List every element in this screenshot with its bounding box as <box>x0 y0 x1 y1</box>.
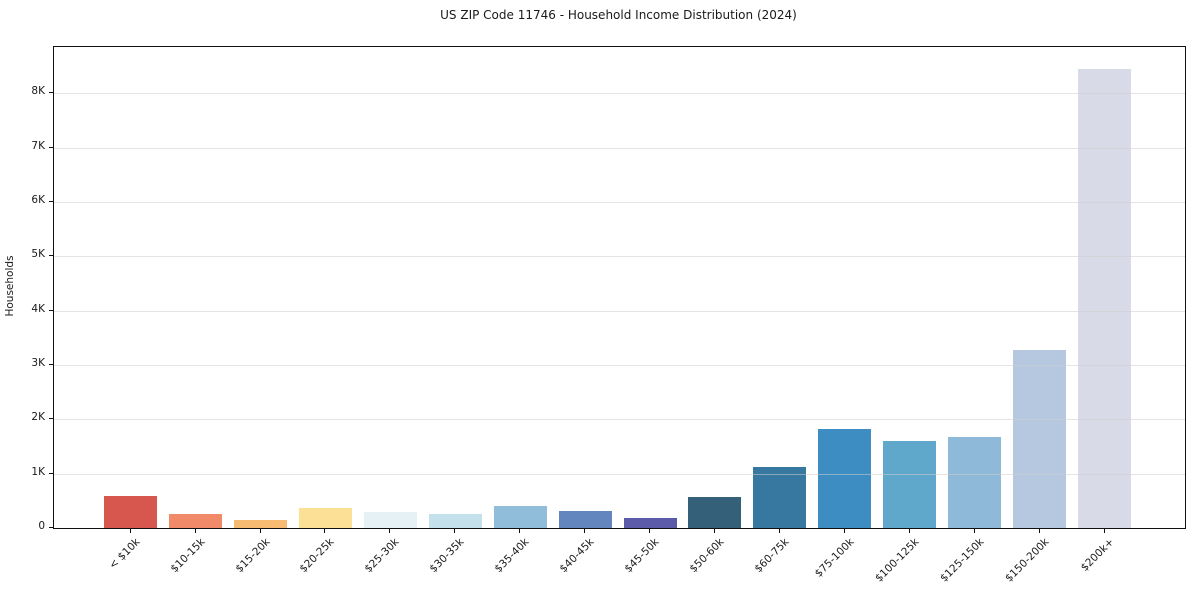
x-tick-label: $30-35k <box>427 536 467 576</box>
x-tick-label: < $10k <box>106 536 143 572</box>
x-tick-mark <box>908 528 910 533</box>
x-tick-label: $15-20k <box>232 536 272 576</box>
gridline-7K <box>54 147 1185 149</box>
x-tick-mark <box>389 528 391 533</box>
bar-$15-20k <box>233 520 287 528</box>
bar-$30-35k <box>428 514 482 528</box>
chart-title: US ZIP Code 11746 - Household Income Dis… <box>440 8 797 22</box>
y-tick-label: 7K <box>31 139 45 152</box>
x-tick-label: $40-45k <box>557 536 597 576</box>
y-tick-mark <box>49 200 53 202</box>
y-tick-mark <box>49 418 53 420</box>
x-tick-mark <box>649 528 650 533</box>
plot-area <box>53 46 1186 529</box>
x-tick-mark <box>778 528 780 533</box>
bar-$50-60k <box>688 496 742 528</box>
y-tick-mark <box>49 255 53 257</box>
bar-$35-40k <box>493 506 547 528</box>
gridline-8K <box>54 93 1185 95</box>
y-tick-label: 3K <box>31 356 45 369</box>
y-tick-mark <box>49 472 53 474</box>
y-tick-mark <box>49 527 53 528</box>
x-tick-label: $200k+ <box>1078 536 1116 574</box>
bar-$100-125k <box>883 441 937 528</box>
bar-$10-15k <box>169 513 223 528</box>
x-tick-label: $150-200k <box>1002 536 1052 585</box>
x-tick-mark <box>1103 528 1105 533</box>
bar-$60-75k <box>753 467 807 528</box>
x-tick-mark <box>324 528 326 533</box>
gridline-3K <box>54 364 1185 366</box>
x-tick-label: $125-150k <box>937 536 987 585</box>
x-tick-label: $60-75k <box>752 536 792 576</box>
bar-$200k+ <box>1078 68 1132 528</box>
x-tick-label: $25-30k <box>362 536 402 576</box>
x-tick-label: $45-50k <box>622 536 662 576</box>
bar-$40-45k <box>558 510 612 528</box>
y-tick-mark <box>49 92 53 94</box>
gridline-5K <box>54 256 1185 258</box>
x-tick-label: $75-100k <box>812 536 857 580</box>
bar-$125-150k <box>948 437 1002 528</box>
y-tick-label: 6K <box>31 193 45 206</box>
x-tick-label: $20-25k <box>297 536 337 576</box>
y-tick-label: 8K <box>31 85 45 98</box>
gridline-6K <box>54 201 1185 203</box>
y-tick-mark <box>49 363 53 365</box>
bar-< $10k <box>104 495 158 528</box>
y-tick-mark <box>49 309 53 311</box>
x-tick-label: $10-15k <box>167 536 207 576</box>
y-tick-label: 0 <box>38 520 45 532</box>
x-tick-mark <box>714 528 715 533</box>
x-tick-mark <box>584 528 586 533</box>
x-tick-mark <box>843 528 845 533</box>
gridline-4K <box>54 310 1185 312</box>
y-tick-label: 2K <box>31 411 45 424</box>
x-tick-label: $100-125k <box>872 536 922 585</box>
bar-$75-100k <box>818 429 872 528</box>
x-tick-mark <box>129 528 131 533</box>
gridline-2K <box>54 419 1185 421</box>
x-tick-mark <box>973 528 975 533</box>
x-tick-mark <box>519 528 521 533</box>
x-tick-label: $50-60k <box>687 536 727 576</box>
y-tick-label: 4K <box>31 302 45 315</box>
y-tick-label: 5K <box>31 248 45 261</box>
bar-$150-200k <box>1013 350 1067 528</box>
y-tick-mark <box>49 146 53 148</box>
x-tick-label: $35-40k <box>492 536 532 576</box>
x-tick-mark <box>1038 528 1040 533</box>
gridline-1K <box>54 473 1185 475</box>
y-tick-label: 1K <box>31 465 45 478</box>
bar-$45-50k <box>623 517 677 528</box>
x-tick-mark <box>454 528 456 533</box>
bar-$25-30k <box>363 512 417 528</box>
x-tick-mark <box>259 528 261 533</box>
x-tick-mark <box>194 528 196 533</box>
bar-$20-25k <box>298 508 352 528</box>
